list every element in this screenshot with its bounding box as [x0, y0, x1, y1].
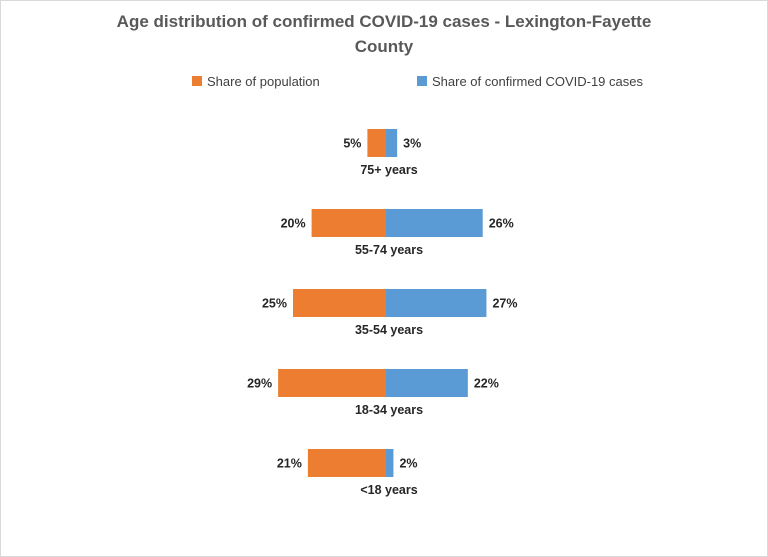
bar-cases-0 — [386, 129, 398, 157]
bar-population-3 — [278, 369, 386, 397]
legend-swatch-population — [192, 76, 202, 86]
bar-cases-1 — [386, 209, 483, 237]
category-label-3: 18-34 years — [355, 403, 423, 417]
data-label-cases-0: 3% — [403, 137, 421, 151]
data-label-population-1: 20% — [281, 217, 306, 231]
data-label-cases-2: 27% — [492, 297, 517, 311]
category-label-1: 55-74 years — [355, 243, 423, 257]
chart-title-line1: Age distribution of confirmed COVID-19 c… — [117, 12, 652, 31]
data-label-population-0: 5% — [343, 137, 361, 151]
bar-population-0 — [367, 129, 386, 157]
legend-label-cases: Share of confirmed COVID-19 cases — [432, 74, 643, 89]
plot-area: 5% 3% 75+ years 20% 26% 55-74 years 25% 27% 35-5… — [247, 129, 517, 497]
data-label-cases-4: 2% — [399, 457, 417, 471]
data-label-population-4: 21% — [277, 457, 302, 471]
bar-population-1 — [311, 209, 386, 237]
data-label-population-3: 29% — [247, 377, 272, 391]
bar-population-4 — [307, 449, 386, 477]
data-label-cases-3: 22% — [474, 377, 499, 391]
chart-title-line2: County — [355, 37, 414, 56]
bar-population-2 — [293, 289, 386, 317]
bar-cases-2 — [386, 289, 487, 317]
category-label-2: 35-54 years — [355, 323, 423, 337]
data-label-population-2: 25% — [262, 297, 287, 311]
category-label-4: <18 years — [360, 483, 417, 497]
data-label-cases-1: 26% — [489, 217, 514, 231]
legend-label-population: Share of population — [207, 74, 320, 89]
category-label-0: 75+ years — [360, 163, 417, 177]
legend-swatch-cases — [417, 76, 427, 86]
legend: Share of population Share of confirmed C… — [192, 74, 643, 89]
bar-cases-4 — [386, 449, 394, 477]
bar-cases-3 — [386, 369, 468, 397]
